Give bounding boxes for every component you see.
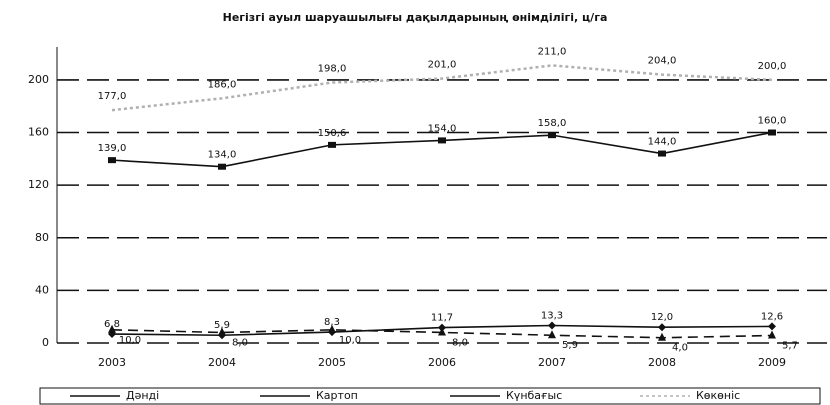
x-tick-label: 2009: [758, 356, 786, 369]
marker: [658, 150, 666, 157]
x-tick-label: 2003: [98, 356, 126, 369]
data-label: 5,9: [562, 340, 578, 351]
x-tick-label: 2008: [648, 356, 676, 369]
data-label: 10,0: [339, 335, 361, 346]
legend-label: Күнбағыс: [506, 389, 562, 402]
marker: [768, 322, 776, 331]
chart-title: Негізгі ауыл шаруашылығы дақылдарының өн…: [223, 11, 608, 24]
marker: [548, 321, 556, 330]
series: 10,0 8,0 10,0 8,0 5,9 4,0 5,7: [108, 324, 798, 354]
legend-label: Картоп: [316, 389, 358, 402]
data-label: 5,7: [782, 341, 798, 352]
marker: [328, 141, 336, 148]
data-label: 11,7: [431, 313, 453, 324]
x-tick-label: 2004: [208, 356, 236, 369]
data-label: 160,0: [758, 116, 787, 127]
marker: [768, 129, 776, 136]
data-label: 154,0: [428, 123, 457, 134]
data-label: 186,0: [208, 79, 237, 90]
data-label: 200,0: [758, 61, 787, 72]
marker: [548, 330, 556, 339]
series: 177,0 186,0 198,0 201,0 211,0 204,0 200,0: [98, 46, 787, 112]
y-tick-label: 120: [28, 178, 49, 191]
data-label: 198,0: [318, 64, 347, 75]
x-tick-label: 2006: [428, 356, 456, 369]
x-tick-label: 2005: [318, 356, 346, 369]
legend-label: Көкөніс: [696, 389, 740, 402]
marker: [658, 323, 666, 332]
data-label: 5,9: [214, 320, 230, 331]
data-label: 158,0: [538, 118, 567, 129]
marker: [328, 324, 336, 333]
data-label: 204,0: [648, 56, 677, 67]
data-label: 13,3: [541, 311, 563, 322]
legend-label: Дәнді: [126, 389, 159, 402]
data-label: 8,3: [324, 317, 340, 328]
legend-box: [39, 387, 821, 405]
y-tick-label: 200: [28, 73, 49, 86]
line: [111, 64, 773, 112]
data-label: 177,0: [98, 91, 127, 102]
y-tick-label: 0: [42, 336, 49, 349]
data-label: 134,0: [208, 150, 237, 161]
marker: [438, 137, 446, 144]
data-label: 6,8: [104, 319, 120, 330]
marker: [108, 324, 116, 333]
marker: [218, 163, 226, 170]
y-tick-label: 80: [35, 231, 49, 244]
y-tick-label: 40: [35, 283, 49, 296]
data-label: 12,6: [761, 311, 783, 322]
marker: [218, 327, 226, 336]
data-label: 4,0: [672, 343, 688, 354]
marker: [768, 330, 776, 339]
data-label: 8,0: [232, 337, 248, 348]
data-label: 12,0: [651, 312, 673, 323]
data-label: 144,0: [648, 137, 677, 148]
data-label: 150,6: [318, 128, 347, 139]
marker: [548, 132, 556, 139]
marker: [658, 332, 666, 341]
marker: [108, 157, 116, 164]
data-label: 139,0: [98, 143, 127, 154]
y-tick-label: 160: [28, 126, 49, 139]
marker: [438, 327, 446, 336]
data-label: 201,0: [428, 60, 457, 71]
x-tick-label: 2007: [538, 356, 566, 369]
series: 139,0 134,0 150,6 154,0 158,0 144,0 160,0: [98, 116, 787, 170]
data-label: 8,0: [452, 337, 468, 348]
data-label: 10,0: [119, 335, 141, 346]
data-label: 211,0: [538, 46, 567, 57]
